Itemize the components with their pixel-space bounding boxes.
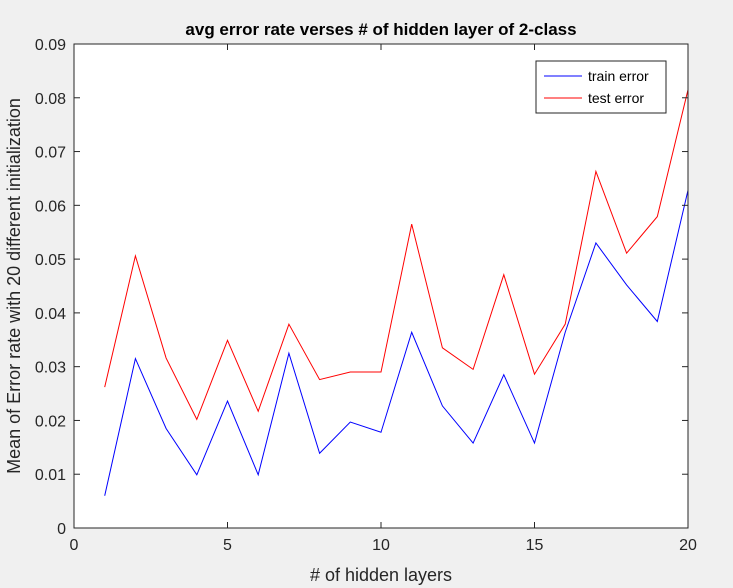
x-axis-label: # of hidden layers [310,565,452,585]
x-tick-label: 0 [70,537,79,554]
x-tick-label: 20 [679,537,697,554]
x-tick-label: 5 [223,537,232,554]
y-tick-label: 0.01 [35,467,66,484]
y-tick-label: 0.07 [35,145,66,162]
y-tick-label: 0.03 [35,360,66,377]
legend-label: test error [588,90,644,106]
y-axis-label: Mean of Error rate with 20 different ini… [4,98,24,474]
series-line-2 [104,89,689,421]
series-line-1 [104,190,689,496]
legend: train error test error [535,60,667,114]
ticks-layer: 0 5 10 15 20 0 0.01 0.02 0.03 0.04 0.05 0.06 0.07 0.0… [35,37,697,554]
y-tick-label: 0.05 [35,252,66,269]
chart-title: avg error rate verses # of hidden layer … [185,20,576,39]
plot-area [74,44,688,528]
y-tick-label: 0.09 [35,37,66,54]
y-tick-label: 0.02 [35,413,66,430]
y-tick-label: 0.08 [35,91,66,108]
legend-box [535,60,667,114]
x-tick-label: 10 [372,537,390,554]
x-tick-label: 15 [526,537,544,554]
y-tick-label: 0 [57,521,66,538]
y-tick-label: 0.06 [35,198,66,215]
series-layer [104,89,689,496]
y-tick-label: 0.04 [35,306,66,323]
legend-label: train error [588,68,649,84]
